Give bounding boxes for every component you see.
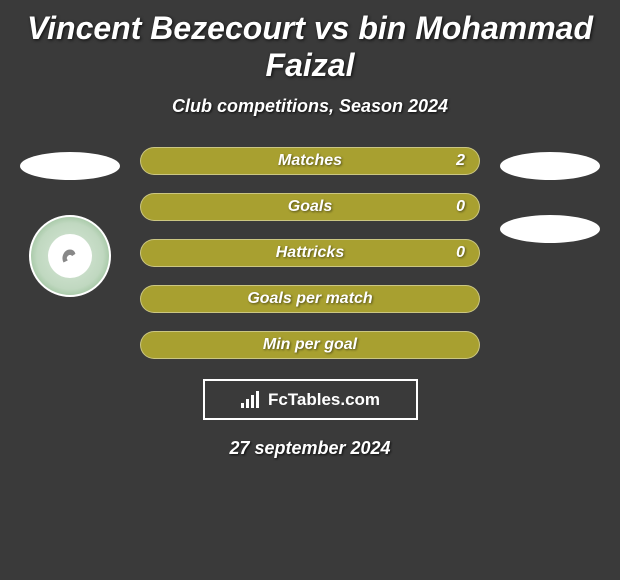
bird-icon xyxy=(57,243,83,269)
main-row: Matches 2 Goals 0 Hattricks 0 Goals per … xyxy=(0,147,620,359)
stat-row-hattricks: Hattricks 0 xyxy=(140,239,480,267)
stat-row-goals-per-match: Goals per match xyxy=(140,285,480,313)
brand-text: FcTables.com xyxy=(268,390,380,410)
footer: FcTables.com 27 september 2024 xyxy=(0,379,620,459)
stat-row-matches: Matches 2 xyxy=(140,147,480,175)
stat-label: Min per goal xyxy=(263,336,357,354)
player-right-avatar-placeholder xyxy=(500,152,600,180)
subtitle: Club competitions, Season 2024 xyxy=(0,96,620,117)
bar-chart-icon xyxy=(240,391,262,409)
stat-value: 2 xyxy=(456,152,465,170)
player-left-avatar-placeholder xyxy=(20,152,120,180)
stat-row-goals: Goals 0 xyxy=(140,193,480,221)
stat-label: Goals xyxy=(288,198,332,216)
stat-label: Goals per match xyxy=(247,290,372,308)
date-text: 27 september 2024 xyxy=(229,438,390,459)
stat-label: Hattricks xyxy=(276,244,344,262)
left-column xyxy=(20,147,120,297)
player-right-club-placeholder xyxy=(500,215,600,243)
brand-badge: FcTables.com xyxy=(203,379,418,420)
stat-value: 0 xyxy=(456,244,465,262)
right-column xyxy=(500,147,600,243)
page-title: Vincent Bezecourt vs bin Mohammad Faizal xyxy=(0,10,620,84)
stat-label: Matches xyxy=(278,152,342,170)
player-left-club-badge xyxy=(29,215,111,297)
comparison-card: Vincent Bezecourt vs bin Mohammad Faizal… xyxy=(0,0,620,469)
stats-column: Matches 2 Goals 0 Hattricks 0 Goals per … xyxy=(140,147,480,359)
stat-row-min-per-goal: Min per goal xyxy=(140,331,480,359)
stat-value: 0 xyxy=(456,198,465,216)
